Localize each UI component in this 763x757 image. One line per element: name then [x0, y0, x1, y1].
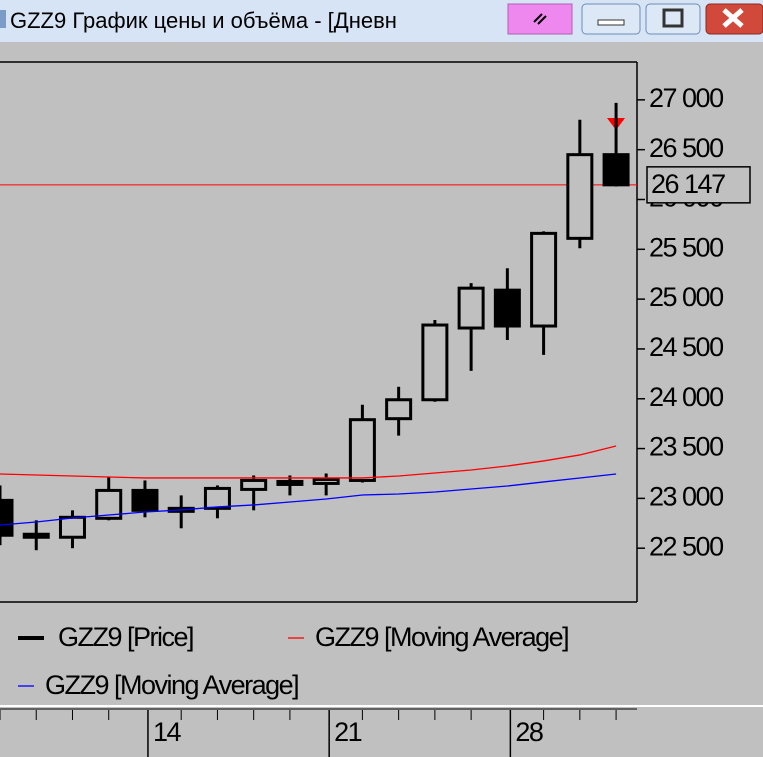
candle-body	[457, 286, 485, 330]
candle-body	[131, 488, 159, 512]
candle-body	[203, 486, 231, 510]
moving-average-line	[0, 445, 617, 479]
x-tick-label: 28	[515, 717, 543, 747]
candle-body	[348, 418, 376, 482]
legend-label: GZZ9 [Moving Average]	[45, 670, 298, 700]
candle-body	[385, 398, 413, 421]
candle-body	[566, 153, 594, 240]
legend-label: GZZ9 [Moving Average]	[315, 622, 568, 652]
candle-body	[602, 153, 630, 187]
window-icon	[0, 10, 6, 28]
y-tick-label: 23 000	[649, 482, 723, 512]
close-button[interactable]	[705, 3, 763, 35]
y-tick-label: 23 500	[649, 432, 723, 462]
legend-label: GZZ9 [Price]	[58, 622, 193, 652]
maximize-button[interactable]	[645, 3, 701, 35]
x-tick-label: 21	[334, 717, 362, 747]
y-tick-label: 22 500	[649, 531, 723, 561]
candle-body	[58, 515, 86, 539]
candle-body	[240, 478, 268, 491]
x-tick-label: 14	[153, 717, 182, 747]
candle-body	[0, 498, 14, 537]
link-button[interactable]	[507, 3, 573, 35]
candle-body	[421, 323, 449, 402]
y-tick-label: 24 000	[649, 382, 723, 412]
moving-average-line	[0, 473, 617, 526]
candle-body	[493, 288, 521, 328]
y-tick-label: 25 500	[649, 232, 723, 262]
candle-body	[276, 479, 304, 486]
minimize-button[interactable]	[581, 3, 641, 35]
y-tick-label: 24 500	[649, 332, 723, 362]
y-tick-label: 25 000	[649, 282, 723, 312]
candle-body	[95, 488, 123, 520]
window-title: GZZ9 График цены и объёма - [Дневн	[10, 8, 397, 33]
candle-body	[22, 532, 50, 539]
candle-body	[312, 477, 340, 485]
y-tick-label: 27 000	[649, 83, 723, 113]
current-price-label: 26 147	[651, 169, 725, 199]
candle-body	[530, 231, 558, 328]
y-tick-label: 26 500	[649, 133, 723, 163]
current-price-box	[646, 166, 751, 204]
